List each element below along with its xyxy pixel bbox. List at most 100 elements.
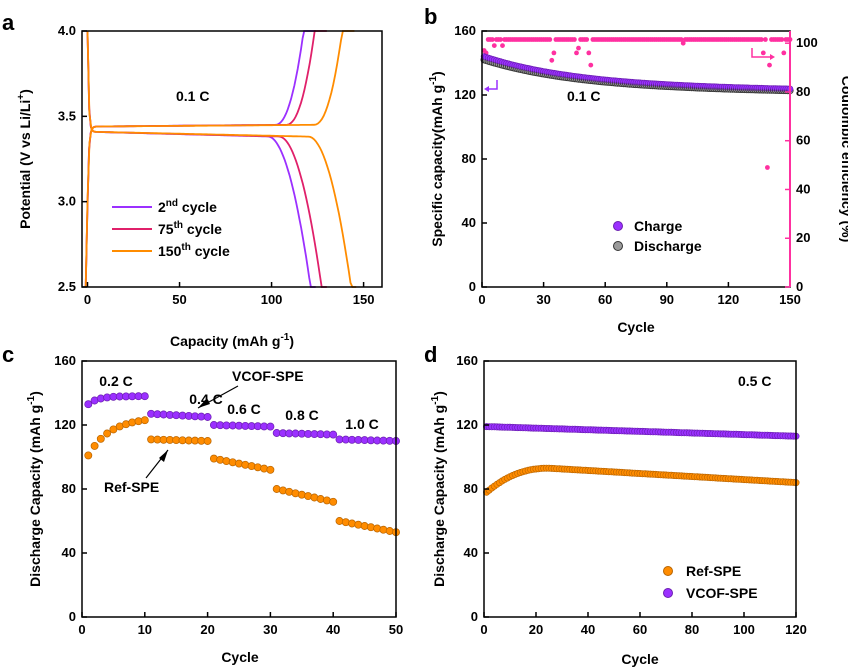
panel-a: a 0 50 100 150 2.5 3.0 3.5 4.0 0.1 C Capacity (… [2, 10, 383, 349]
panel-c-ytick-label: 0 [69, 609, 76, 624]
panel-c-point [335, 517, 344, 525]
panel-c-point [260, 464, 269, 473]
panel-c-ytick-label: 40 [62, 545, 76, 560]
panel-c-rate-label: 0.6 C [227, 401, 260, 417]
panel-c-point [109, 425, 118, 434]
panel-b-ce-point [500, 43, 505, 48]
panel-c-xtick-label: 40 [326, 622, 340, 637]
panel-c-axes: 0 10 20 30 40 50 0 40 80 120 160 [54, 353, 403, 637]
panel-b-ce-point [758, 37, 764, 42]
panel-c-xtick-label: 30 [263, 622, 277, 637]
panel-a-legend-number: 150 [158, 243, 182, 259]
panel-a-xlabel: Capacity (mAh g-1) [170, 332, 294, 349]
panel-a-curves [84, 30, 357, 288]
panel-d-legend: Ref-SPE VCOF-SPE [663, 563, 758, 601]
panel-c-point [96, 434, 105, 443]
panel-b-rate-annotation: 0.1 C [567, 88, 600, 104]
panel-b-ce-point [498, 37, 503, 42]
panel-c-point [253, 463, 262, 472]
panel-b-ce-point [680, 40, 686, 46]
panel-c-point [379, 525, 388, 534]
panel-b-ytick-label: 0 [469, 279, 476, 294]
panel-b-xtick-label: 0 [478, 292, 485, 307]
panel-b-ytick-label: 160 [454, 23, 476, 38]
panel-b-y2tick-label: 0 [796, 279, 803, 294]
panel-c-xtick-label: 50 [389, 622, 403, 637]
panel-c-rate-labels: 0.2 C 0.4 C 0.6 C 0.8 C 1.0 C [99, 373, 378, 432]
panel-c-xlabel: Cycle [221, 649, 259, 665]
panel-d-points [483, 423, 800, 496]
panel-c: c 0 10 20 30 40 50 0 40 80 120 160 0.2 C 0.4 C 0.6 C… [2, 342, 403, 665]
panel-a-charge-curve [84, 30, 355, 288]
panel-c-point [329, 497, 338, 506]
panel-a-legend-suffix: cycle [178, 199, 217, 215]
panel-c-point [228, 458, 237, 467]
panel-d-rate-annotation: 0.5 C [738, 373, 771, 389]
panel-a-xtick-label: 150 [353, 292, 375, 307]
panel-a-legend-label: 150th cycle [158, 242, 230, 259]
panel-c-ylabel: Discharge Capacity (mAh g-1) [26, 391, 43, 587]
panel-d-legend-label: Ref-SPE [686, 563, 741, 579]
panel-d-ytick-label: 40 [464, 545, 478, 560]
panel-c-ytick-label: 80 [62, 481, 76, 496]
panel-b-points [480, 37, 794, 170]
panel-b-xtick-label: 60 [598, 292, 612, 307]
panel-b-ce-point [760, 50, 766, 56]
panel-d-xtick-label: 20 [529, 622, 543, 637]
panel-b-ce-point [549, 57, 555, 63]
panel-a-ylabel: Potential (V vs Li/Li+) [16, 89, 33, 229]
panel-d-xtick-label: 60 [633, 622, 647, 637]
panel-b-ytick-label: 40 [462, 215, 476, 230]
panel-b-legend-marker [613, 241, 623, 251]
panel-c-point [84, 451, 93, 460]
panel-c-point [266, 465, 275, 474]
panel-b-ce-point [763, 37, 768, 42]
panel-a-legend-label: 75th cycle [158, 220, 222, 237]
panel-b-y2tick-label: 60 [796, 133, 810, 148]
panel-b-legend: Charge Discharge [613, 218, 702, 254]
panel-c-vcof-callout: VCOF-SPE [232, 368, 304, 384]
panel-d-frame [483, 360, 797, 618]
panel-d-ytick-label: 80 [464, 481, 478, 496]
panel-c-point [241, 460, 250, 469]
panel-b-ce-point [491, 43, 497, 48]
panel-d-legend-marker [663, 566, 673, 576]
panel-d-xtick-label: 100 [733, 622, 755, 637]
panel-b-ytick-label: 120 [454, 87, 476, 102]
panel-b-ce-point [574, 50, 579, 56]
panel-c-vcof-arrow [197, 385, 239, 409]
panel-a-xtick-label: 0 [84, 292, 91, 307]
panel-d-letter: d [424, 342, 437, 367]
panel-d-xtick-label: 80 [685, 622, 699, 637]
panel-a-letter: a [2, 10, 15, 35]
panel-a-legend-suffix: cycle [183, 221, 222, 237]
panel-a-ytick-label: 3.5 [58, 108, 76, 123]
panel-b-ce-point [678, 37, 684, 42]
panel-c-point [209, 454, 218, 463]
panel-c-point [354, 520, 363, 529]
panel-b-legend-marker [613, 221, 623, 231]
panel-a-legend-superscript: nd [166, 198, 178, 209]
panel-c-rate-label: 0.2 C [99, 373, 132, 389]
panel-c-point [235, 459, 243, 468]
panel-d-ytick-label: 0 [471, 609, 478, 624]
panel-a-legend-suffix: cycle [191, 243, 230, 259]
panel-c-letter: c [2, 342, 14, 367]
panel-d-xtick-label: 40 [581, 622, 595, 637]
panel-a-rate-annotation: 0.1 C [176, 88, 209, 104]
panel-c-xtick-label: 20 [200, 622, 214, 637]
panel-c-point [266, 422, 275, 431]
panel-c-point [90, 441, 99, 450]
panel-c-point [84, 400, 93, 409]
panel-a-ytick-label: 4.0 [58, 23, 76, 38]
panel-d-xtick-label: 0 [480, 622, 487, 637]
panel-c-xtick-label: 0 [78, 622, 85, 637]
panel-a-frame [81, 30, 383, 288]
panel-b-y2tick-label: 20 [796, 230, 810, 245]
panel-b-right-axis-arrow [751, 48, 775, 60]
panel-d: d 0 20 40 60 80 100 120 0 40 80 120 160 0.5 C Ref-S… [424, 342, 807, 667]
panel-b-ytick-label: 80 [462, 151, 476, 166]
panel-b-y2tick-label: 100 [796, 35, 818, 50]
panel-b-ylabel: Specific capacity(mAh g-1) [428, 71, 445, 246]
panel-a-ytick-label: 3.0 [58, 194, 76, 209]
